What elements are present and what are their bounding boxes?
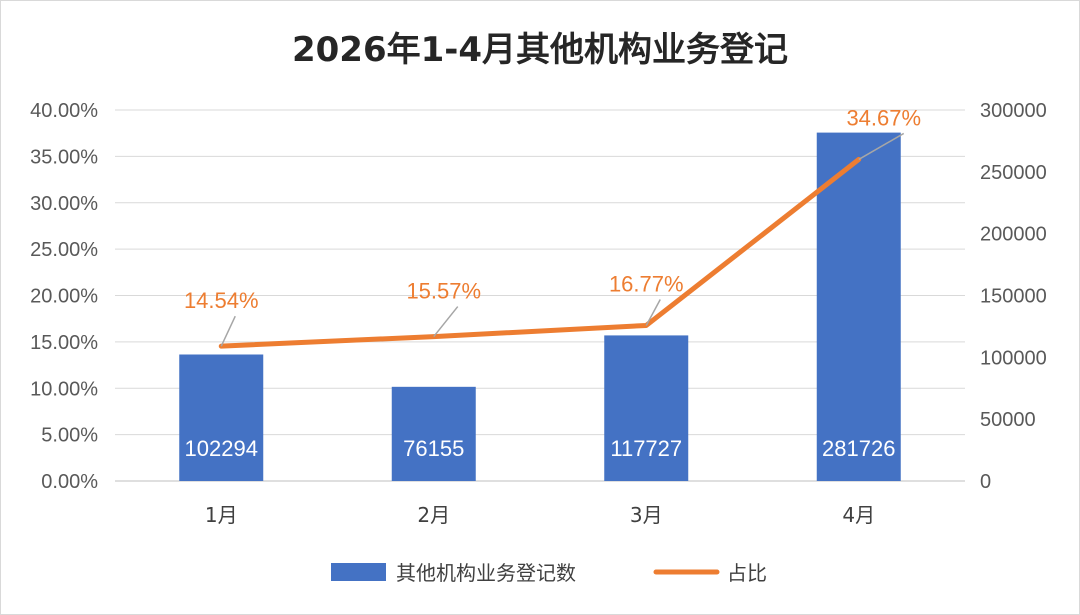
right-axis-tick-label: 100000	[980, 347, 1047, 369]
left-axis-tick-label: 25.00%	[30, 239, 98, 261]
legend-swatch-bar	[331, 563, 386, 581]
bar	[391, 386, 476, 481]
chart-title: 2026年1-4月其他机构业务登记	[291, 30, 789, 70]
left-axis-tick-label: 40.00%	[30, 100, 98, 122]
x-axis-category-label: 4月	[842, 503, 875, 527]
data-label-leader	[433, 306, 459, 338]
x-axis-category-label: 2月	[417, 503, 450, 527]
right-axis-tick-label: 150000	[980, 286, 1047, 308]
legend-label-line: 占比	[727, 561, 767, 585]
x-axis-category-label: 3月	[630, 503, 663, 527]
right-axis-tick-label: 0	[980, 471, 991, 493]
right-axis-tick-label: 250000	[980, 162, 1047, 184]
line-data-label: 15.57%	[406, 279, 481, 304]
bar-data-label: 117727	[610, 436, 682, 461]
left-axis-tick-label: 15.00%	[30, 332, 98, 354]
left-axis-tick-label: 30.00%	[30, 193, 98, 215]
right-axis-tick-label: 300000	[980, 100, 1047, 122]
line-data-label: 14.54%	[184, 288, 259, 313]
bar-data-label: 281726	[822, 436, 895, 461]
right-axis-tick-label: 50000	[980, 409, 1036, 431]
left-axis-tick-label: 5.00%	[41, 425, 98, 447]
bar-data-label: 76155	[403, 436, 464, 461]
right-axis-tick-label: 200000	[980, 224, 1047, 246]
x-axis-category-label: 1月	[205, 503, 238, 527]
bar-data-label: 102294	[185, 436, 258, 461]
left-axis-tick-label: 20.00%	[30, 286, 98, 308]
bar	[604, 335, 689, 481]
left-axis-tick-label: 0.00%	[41, 471, 98, 493]
left-axis-tick-label: 10.00%	[30, 378, 98, 400]
data-label-leader	[858, 132, 905, 161]
bar	[179, 354, 264, 481]
line-data-label: 16.77%	[609, 271, 684, 296]
data-label-leader	[645, 299, 661, 326]
data-label-leader	[220, 315, 236, 347]
left-axis-tick-label: 35.00%	[30, 146, 98, 168]
legend-label-bar: 其他机构业务登记数	[396, 561, 576, 585]
bar	[816, 132, 901, 481]
line-data-label: 34.67%	[846, 105, 921, 130]
series-line-share	[218, 156, 862, 349]
